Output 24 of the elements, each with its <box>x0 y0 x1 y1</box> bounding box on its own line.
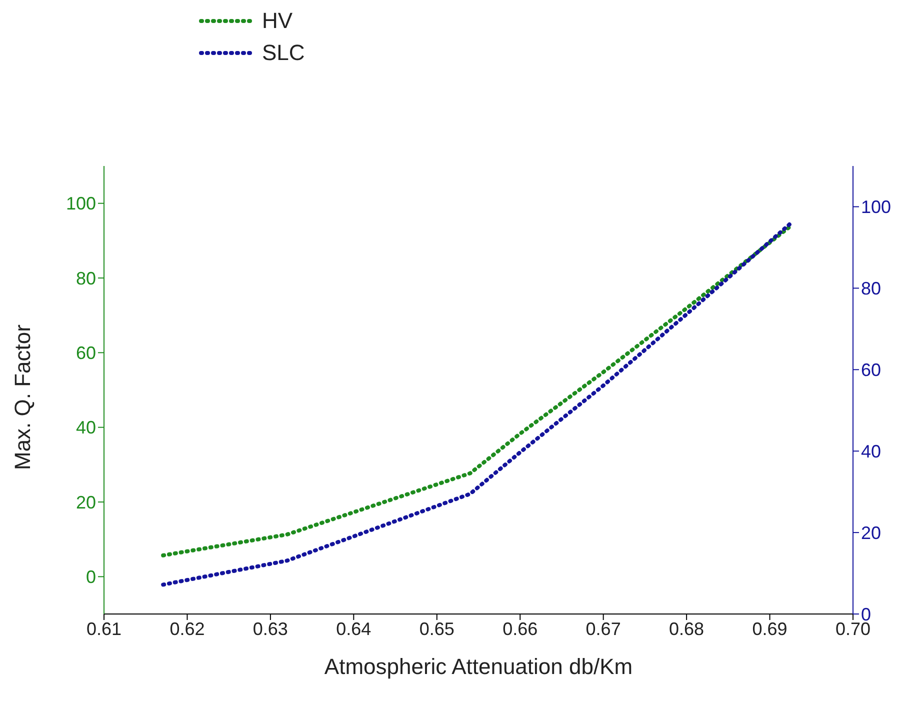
y-tick-label: 100 <box>66 194 96 214</box>
y-tick-label: 20 <box>76 492 96 512</box>
x-tick-label: 0.67 <box>586 618 621 639</box>
x-tick-label: 0.61 <box>86 618 122 639</box>
legend-label: HV <box>262 8 293 34</box>
x-tick-label: 0.64 <box>336 618 372 639</box>
y2-tick-label: 80 <box>861 278 882 299</box>
y2-tick-label: 40 <box>861 441 882 462</box>
x-tick-label: 0.63 <box>252 618 288 639</box>
y-tick-label: 0 <box>86 567 96 588</box>
legend-label: SLC <box>262 40 305 66</box>
y-tick-label: 40 <box>76 418 96 438</box>
y-tick-label: 60 <box>76 343 96 364</box>
y2-tick-label: 100 <box>861 197 892 218</box>
y-tick-label: 80 <box>76 268 96 288</box>
x-tick-label: 0.65 <box>419 618 454 639</box>
x-tick-label: 0.69 <box>752 618 788 639</box>
x-tick-label: 0.62 <box>170 618 205 639</box>
y2-tick-label: 60 <box>861 360 882 380</box>
y-axis-title: Max. Q. Factor <box>10 324 35 470</box>
y2-tick-label: 20 <box>861 522 882 543</box>
x-tick-label: 0.66 <box>502 618 538 639</box>
x-axis-title: Atmospheric Attenuation db/Km <box>324 654 633 679</box>
x-tick-label: 0.68 <box>669 618 704 639</box>
